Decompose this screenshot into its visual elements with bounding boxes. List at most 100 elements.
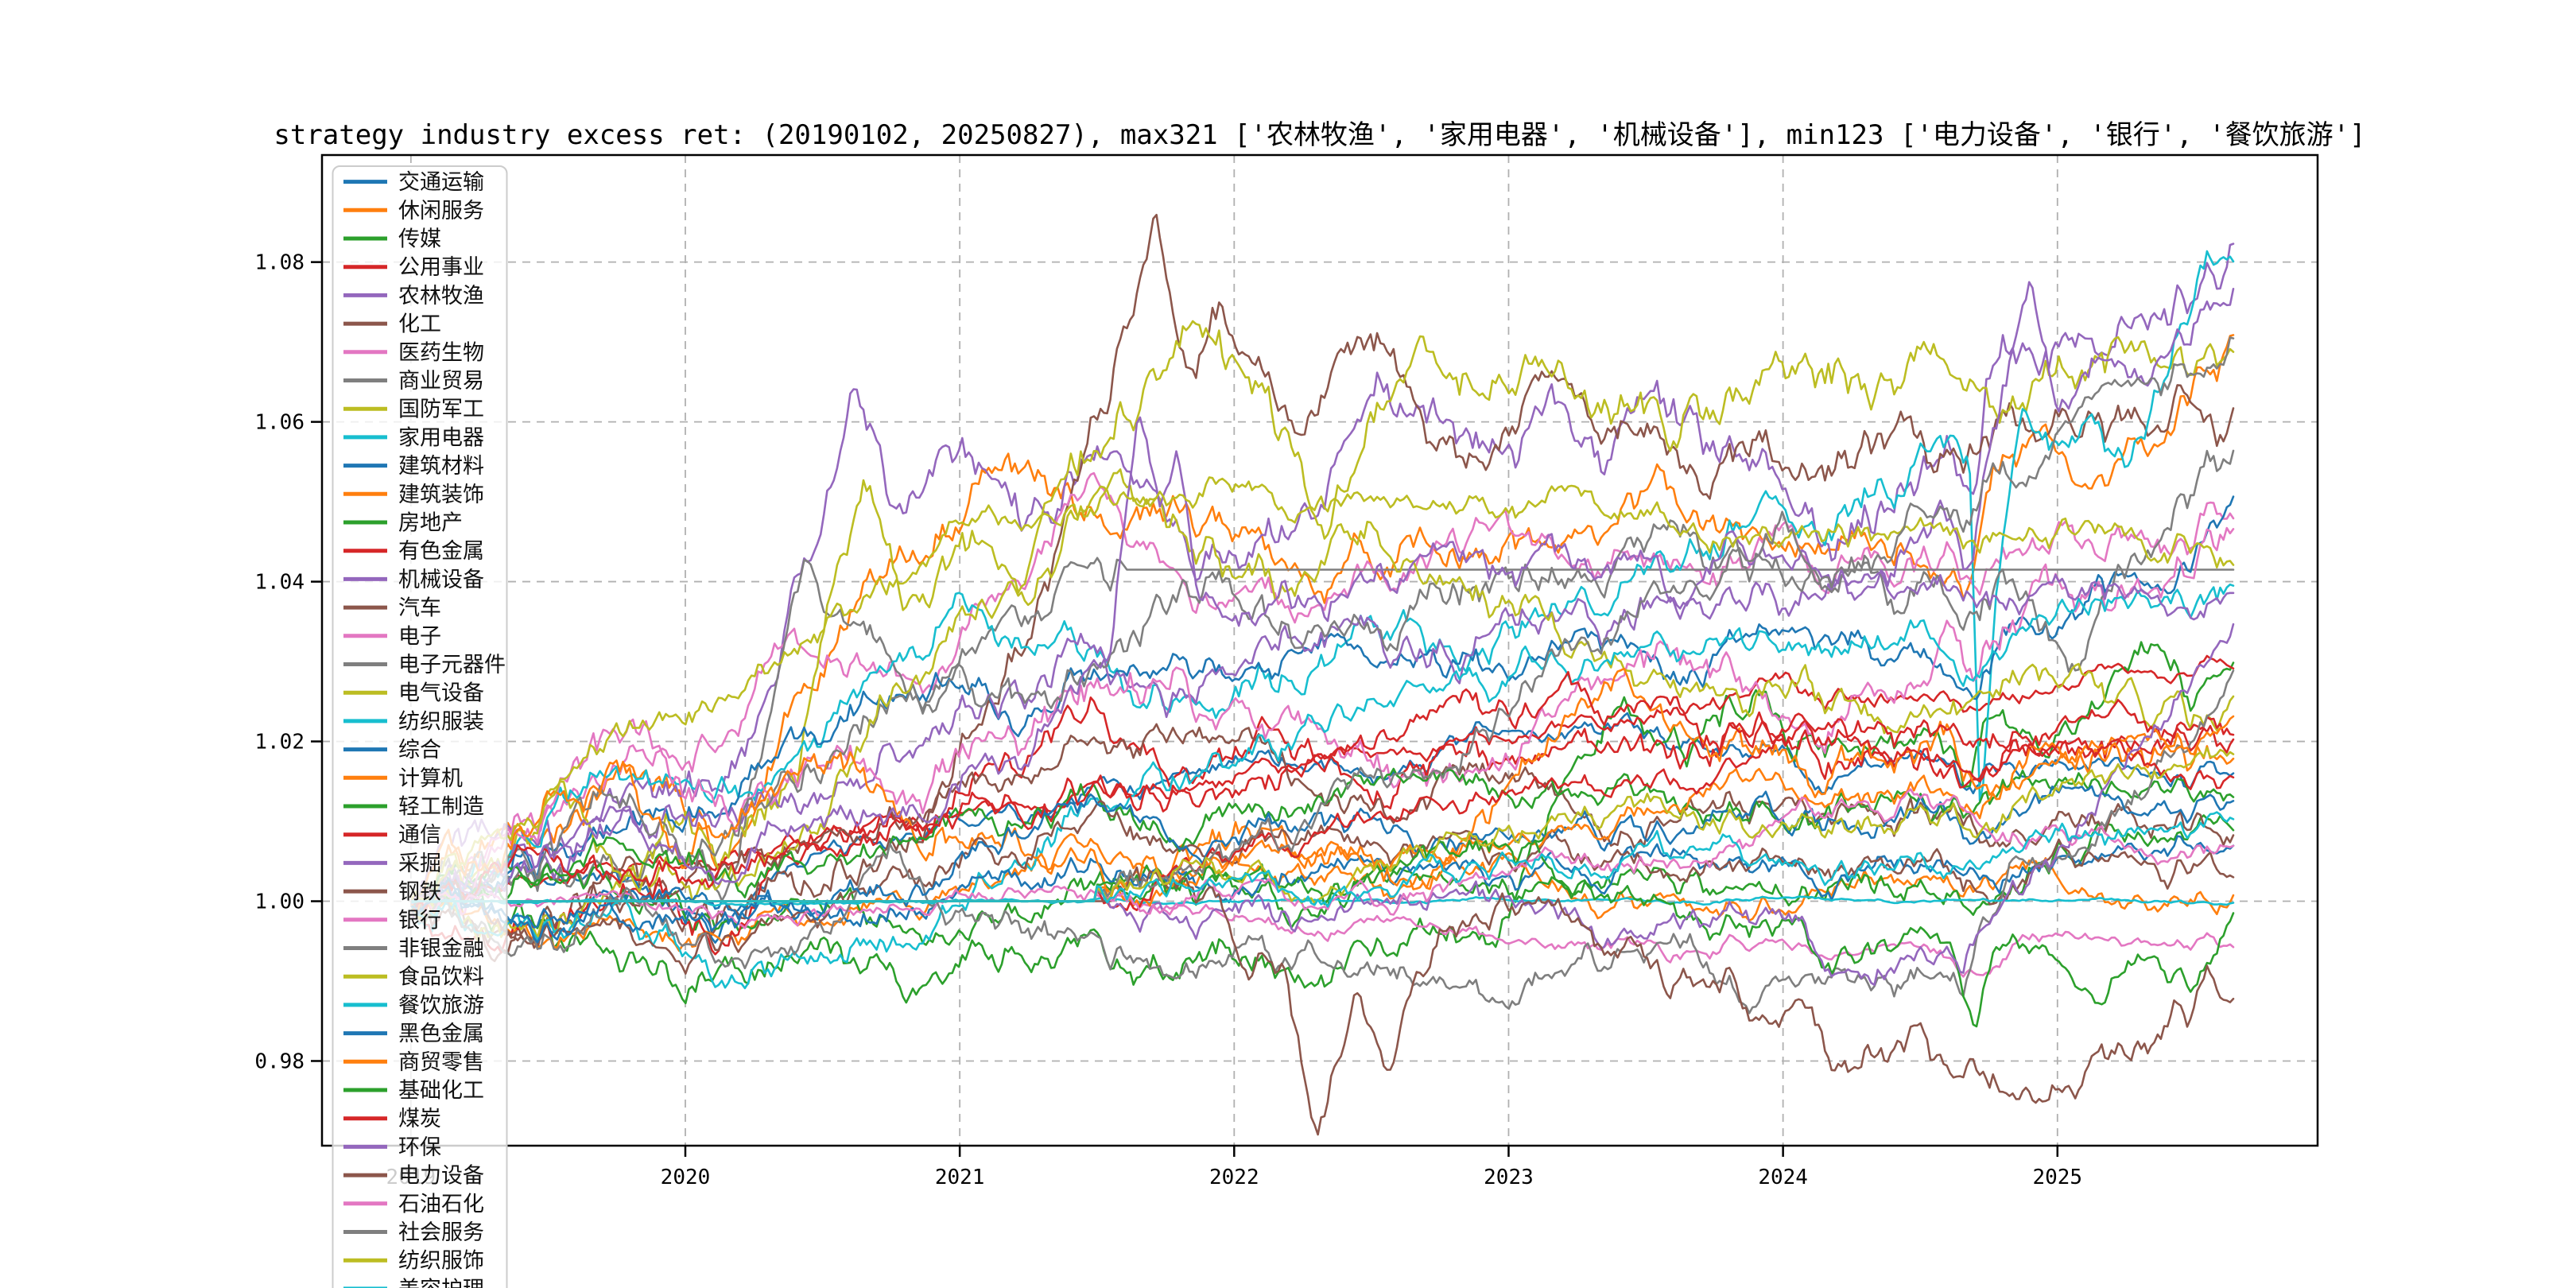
legend-item: 银行 <box>343 908 441 933</box>
series-line-10 <box>411 250 2235 933</box>
legend-label: 商贸零售 <box>398 1050 484 1075</box>
series-line-21 <box>411 835 2235 929</box>
y-tick-label: 1.06 <box>254 411 305 435</box>
series-line-9 <box>411 320 2235 915</box>
series-line-27 <box>411 885 2235 978</box>
legend-label: 电气设备 <box>398 681 484 706</box>
legend-label: 钢铁 <box>398 880 441 905</box>
legend-label: 传媒 <box>398 227 441 252</box>
legend-label: 食品饮料 <box>398 965 484 990</box>
series-line-15 <box>411 281 2235 916</box>
legend-item: 机械设备 <box>343 568 484 592</box>
legend-label: 采掘 <box>398 852 441 876</box>
legend-item: 通信 <box>343 823 441 848</box>
legend-item: 黑色金属 <box>343 1022 484 1046</box>
legend-item: 餐饮旅游 <box>343 993 484 1018</box>
legend-label: 商业贸易 <box>398 369 484 394</box>
legend-label: 公用事业 <box>398 255 484 280</box>
series-line-5 <box>411 242 2235 921</box>
series-line-13 <box>411 814 2235 946</box>
series-line-29 <box>411 476 2235 907</box>
x-tick-label: 2021 <box>935 1166 985 1189</box>
x-tick-label: 2025 <box>2032 1166 2082 1189</box>
legend-item: 休闲服务 <box>343 199 484 223</box>
legend-label: 基础化工 <box>398 1079 484 1104</box>
legend-item: 采掘 <box>343 852 441 876</box>
legend-label: 环保 <box>398 1135 441 1160</box>
legend-item: 社会服务 <box>343 1220 484 1245</box>
legend-label: 农林牧渔 <box>398 284 484 308</box>
plot-border <box>320 153 2319 1147</box>
legend-item: 国防军工 <box>343 398 484 422</box>
legend: 交通运输休闲服务传媒公用事业农林牧渔化工医药生物商业贸易国防军工家用电器建筑材料… <box>332 165 508 1288</box>
legend-item: 纺织服饰 <box>343 1249 484 1274</box>
legend-item: 电子 <box>343 624 441 649</box>
series-line-26 <box>411 799 2235 975</box>
x-tick-label: 2023 <box>1484 1166 1534 1189</box>
legend-item: 基础化工 <box>343 1079 484 1104</box>
legend-label: 医药生物 <box>398 340 484 365</box>
legend-label: 有色金属 <box>398 539 484 564</box>
legend-item: 纺织服装 <box>343 709 484 734</box>
y-tick-label: 1.02 <box>254 731 305 755</box>
series-line-20 <box>411 583 2235 990</box>
legend-label: 煤炭 <box>398 1107 441 1131</box>
legend-item: 建筑材料 <box>343 454 484 479</box>
series-line-25 <box>411 416 2235 906</box>
legend-label: 纺织服饰 <box>398 1249 484 1274</box>
legend-item: 家用电器 <box>343 425 484 450</box>
series-line-12 <box>411 832 2235 952</box>
series-line-28 <box>411 669 2235 1014</box>
legend-item: 商贸零售 <box>343 1050 484 1075</box>
legend-item: 有色金属 <box>343 539 484 564</box>
legend-item: 钢铁 <box>343 880 441 905</box>
legend-label: 餐饮旅游 <box>398 993 484 1018</box>
legend-item: 电子元器件 <box>343 653 506 677</box>
x-tick-label: 2020 <box>661 1166 711 1189</box>
legend-label: 石油石化 <box>398 1192 484 1216</box>
y-tick-label: 1.04 <box>254 571 305 595</box>
legend-label: 机械设备 <box>398 568 484 592</box>
legend-label: 电力设备 <box>398 1164 484 1189</box>
legend-label: 家用电器 <box>398 425 484 450</box>
series-line-40 <box>411 811 2235 908</box>
legend-label: 电子元器件 <box>398 653 506 677</box>
legend-label: 通信 <box>398 823 441 848</box>
legend-item: 农林牧渔 <box>343 284 484 308</box>
legend-item: 电气设备 <box>343 681 484 706</box>
chart-title: strategy industry excess ret: (20190102,… <box>274 119 2365 151</box>
legend-item: 电力设备 <box>343 1164 484 1189</box>
legend-label: 计算机 <box>398 766 463 791</box>
legend-label: 非银金融 <box>398 937 484 961</box>
legend-item: 汽车 <box>343 596 441 621</box>
legend-item: 轻工制造 <box>343 795 484 820</box>
y-tick-label: 1.00 <box>254 890 305 914</box>
legend-label: 化工 <box>398 312 441 337</box>
series-line-14 <box>411 696 2235 956</box>
legend-box <box>332 165 508 1288</box>
legend-item: 环保 <box>343 1135 441 1160</box>
legend-label: 汽车 <box>398 596 441 621</box>
legend-label: 建筑材料 <box>398 454 484 479</box>
legend-label: 美容护理 <box>398 1277 484 1288</box>
legend-item: 食品饮料 <box>343 965 484 990</box>
series-line-31 <box>411 785 2235 944</box>
legend-label: 综合 <box>398 738 441 762</box>
legend-item: 建筑装饰 <box>343 483 484 507</box>
x-tick-label: 2024 <box>1758 1166 1808 1189</box>
legend-item: 计算机 <box>343 766 463 791</box>
legend-item: 医药生物 <box>343 340 484 365</box>
series-line-18 <box>411 449 2235 915</box>
legend-label: 黑色金属 <box>398 1022 484 1046</box>
legend-item: 综合 <box>343 738 441 762</box>
legend-item: 美容护理 <box>343 1277 484 1288</box>
legend-label: 建筑装饰 <box>398 483 484 507</box>
legend-label: 银行 <box>398 908 441 933</box>
legend-item: 非银金融 <box>343 937 484 961</box>
series-line-19 <box>411 468 2235 944</box>
x-tick-label: 2022 <box>1209 1166 1259 1189</box>
series-line-22 <box>411 667 2235 914</box>
series-line-24 <box>411 671 2235 912</box>
legend-item: 石油石化 <box>343 1192 484 1216</box>
